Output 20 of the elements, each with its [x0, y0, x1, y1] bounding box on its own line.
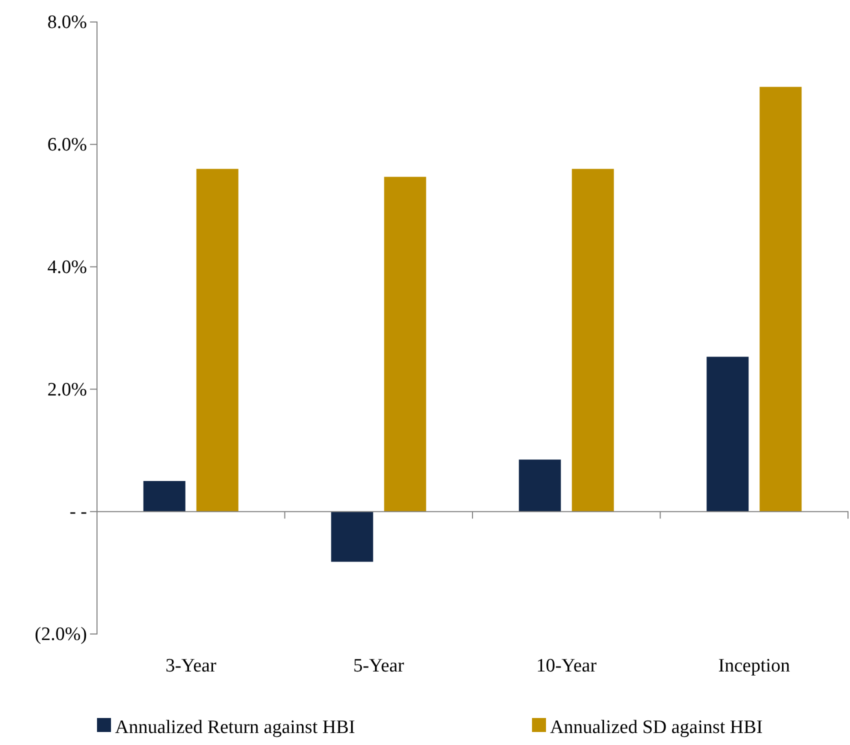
bar [572, 168, 614, 512]
x-tick-label: 10-Year [536, 655, 598, 676]
y-tick-label: 6.0% [47, 134, 88, 156]
bar [518, 460, 561, 512]
x-tick-label: Inception [718, 655, 790, 676]
legend-label: Annualized SD against HBI [550, 717, 763, 738]
bar [384, 176, 426, 512]
bar [331, 512, 374, 562]
legend-label: Annualized Return against HBI [115, 717, 356, 738]
y-tick-label: - - [70, 502, 87, 523]
x-tick-label: 5-Year [353, 655, 405, 676]
y-tick-label: 8.0% [47, 12, 88, 34]
x-tick-label: 3-Year [165, 655, 217, 676]
y-tick-label: 4.0% [47, 256, 88, 278]
bar [760, 86, 802, 512]
y-tick-label: (2.0%) [34, 624, 87, 646]
bar [196, 168, 238, 512]
bar [706, 356, 749, 512]
bar [143, 481, 186, 512]
y-tick-label: 2.0% [47, 379, 88, 400]
